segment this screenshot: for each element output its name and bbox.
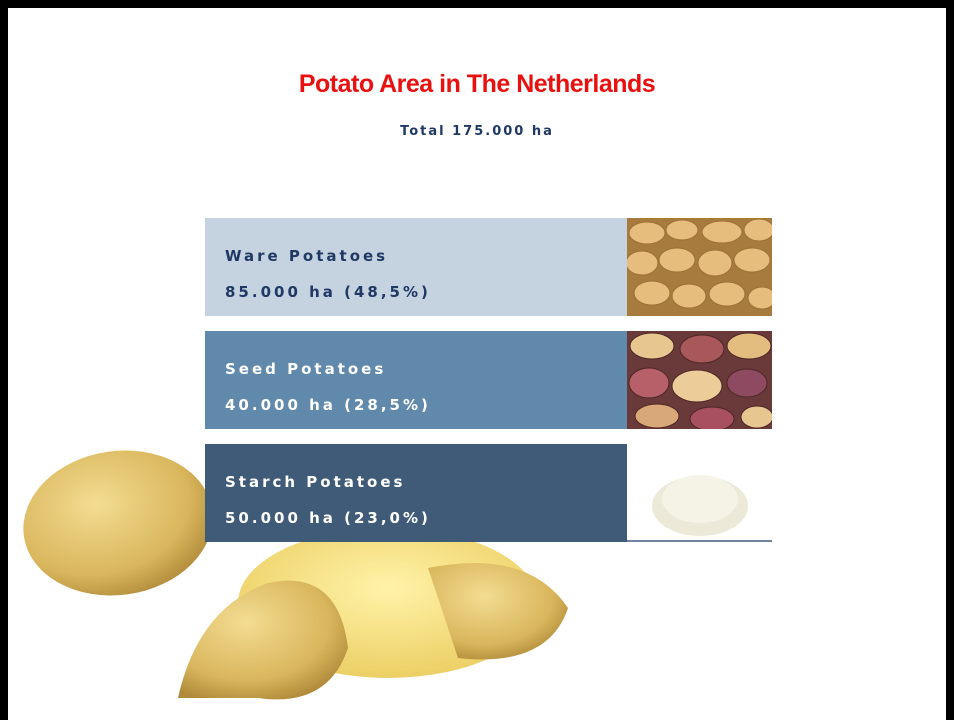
category-panel: Ware Potatoes 85.000 ha (48,5%) [205, 218, 627, 316]
category-panel: Seed Potatoes 40.000 ha (28,5%) [205, 331, 627, 429]
slide: Potato Area in The Netherlands Total 175… [0, 0, 954, 720]
category-detail: 40.000 ha (28,5%) [225, 387, 627, 423]
category-detail: 85.000 ha (48,5%) [225, 274, 627, 310]
category-name: Ware Potatoes [225, 238, 627, 274]
category-row: Ware Potatoes 85.000 ha (48,5%) [205, 218, 772, 316]
ware-potatoes-image [627, 218, 772, 316]
category-name: Seed Potatoes [225, 351, 627, 387]
seed-potatoes-image [627, 331, 772, 429]
category-panel: Starch Potatoes 50.000 ha (23,0%) [205, 444, 627, 542]
category-detail: 50.000 ha (23,0%) [225, 500, 627, 536]
subtitle: Total 175.000 ha [8, 124, 946, 139]
category-name: Starch Potatoes [225, 464, 627, 500]
category-row: Seed Potatoes 40.000 ha (28,5%) [205, 331, 772, 429]
category-row: Starch Potatoes 50.000 ha (23,0%) [205, 444, 772, 542]
title: Potato Area in The Netherlands [8, 70, 946, 99]
starch-image [627, 444, 772, 542]
